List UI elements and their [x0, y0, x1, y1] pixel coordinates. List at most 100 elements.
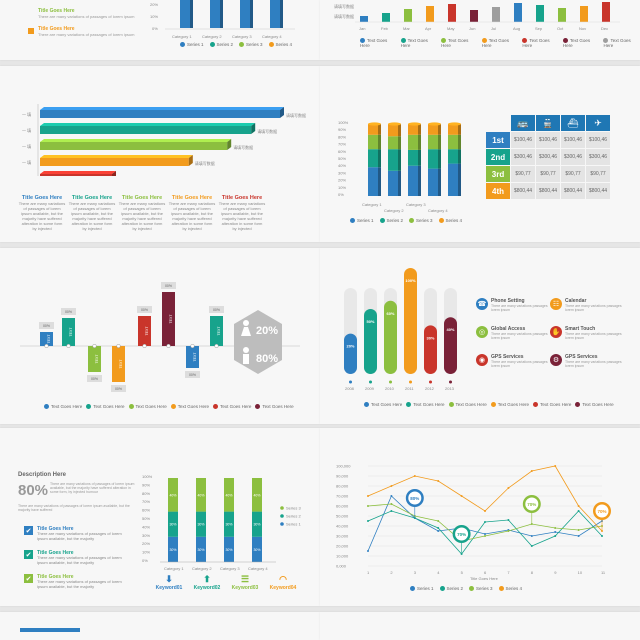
segment-label: 40%: [169, 493, 176, 497]
month-label: Sep: [535, 26, 543, 31]
data-point: [367, 505, 369, 507]
slide-bar-3d-top-left[interactable]: 20% 10% 0% Category 1 Category 2 Categor…: [0, 0, 320, 60]
keyword-label: Keyword04: [269, 585, 297, 591]
slide-timeline-badges[interactable]: TEXT 00% TEXT 00% TEXT 00% TEXT 00% TEXT 00% TEXT 0…: [0, 248, 320, 424]
stack-seg: [428, 124, 438, 135]
badge-bar: [88, 346, 101, 372]
value-label: 00%: [43, 324, 50, 328]
legend-dot: [280, 522, 284, 526]
table-cell: $90,77: [586, 166, 610, 182]
slide-rounded-bars-features[interactable]: 20% 2008 50% 2009 60% 2010 100% 2011 30% 2012 40% 2…: [320, 248, 640, 424]
month-bar: [470, 10, 478, 22]
category-label: Category 1: [172, 34, 192, 39]
month-bar: [558, 8, 566, 22]
slide-description-stacked[interactable]: Description Here 80% There are many vari…: [0, 428, 320, 606]
year-label: 2013: [445, 386, 455, 391]
feature-item: ◉ GPS Services There are many variations p…: [476, 354, 551, 368]
slide-line-chart-pins[interactable]: 100,000 90,000 80,000 70,000 60,000 50,000 40,…: [320, 428, 640, 606]
year-dot: [409, 380, 412, 384]
legend-item: Series 1: [180, 42, 204, 48]
text-block: Title Goes Here There are many variations…: [168, 195, 216, 231]
stack-seg: [368, 167, 378, 196]
data-point: [577, 535, 580, 537]
slide7-chart: 100% 90% 80% 70% 60% 50% 40% 30% 20% 10% 0% 30% 30%…: [142, 474, 301, 571]
stack-cap: [408, 122, 421, 126]
big-percentage: 80%: [18, 482, 49, 499]
legend-item: Text Goes Here: [170, 404, 209, 410]
timeline-node: [116, 343, 121, 349]
calendar-icon: ☷: [550, 298, 562, 310]
decorative-bar: [20, 628, 80, 632]
data-point: [554, 535, 557, 537]
stack-side: [378, 149, 381, 168]
feature-item: ☷ Calendar There are many variations passa…: [550, 298, 625, 312]
check-icon: ✔: [24, 574, 33, 583]
legend-item: Text Goes Here: [441, 38, 469, 49]
text-block: Title Goes Here There are many variations…: [218, 195, 266, 231]
stack-seg: [252, 478, 262, 512]
timeline-node: [142, 343, 147, 349]
slide-partial-bottom-left[interactable]: [0, 612, 320, 640]
ytick: 60,000: [336, 504, 349, 509]
ytick: 30%: [338, 170, 346, 175]
legend-item: Text Goes Here: [522, 38, 550, 49]
data-point: [554, 527, 557, 529]
stack-seg: [408, 134, 418, 150]
feature-desc: There are many variations passages lorem…: [565, 304, 622, 312]
stack-seg: [408, 149, 418, 166]
data-point: [437, 480, 440, 482]
text-block-by: by injected: [182, 226, 202, 231]
ytick: 40%: [338, 163, 346, 168]
xtick: 3: [414, 570, 417, 575]
data-point: [484, 535, 486, 537]
table-cell: $90,77: [561, 166, 585, 182]
stack-seg: [448, 163, 458, 196]
month-label: Jun: [469, 26, 475, 31]
year-dot: [389, 380, 392, 384]
badge-bar: [210, 316, 223, 346]
x-axis-title: Title Goes Here: [470, 576, 499, 581]
month-bar: [514, 3, 522, 22]
check-desc: There are many variations of passages of…: [37, 579, 122, 589]
segment-label: 30%: [253, 548, 260, 552]
bar-label: 请填写数据: [233, 144, 253, 150]
text-block-by: by injected: [132, 226, 152, 231]
ytick: 90%: [142, 482, 150, 487]
stack-side: [398, 136, 401, 150]
bar-label: 请填写数据: [257, 128, 277, 134]
data-point: [437, 520, 440, 522]
badge-bar: [162, 292, 175, 346]
keyword-label: Keyword01: [155, 585, 183, 591]
stack-side: [398, 149, 401, 171]
text-block-desc: There are many variations of passages of…: [68, 201, 116, 226]
bar-top: [40, 123, 256, 126]
legend-item: Series 2: [439, 586, 463, 592]
text-block-desc: There are many variations of passages of…: [168, 201, 216, 226]
data-point: [367, 520, 369, 522]
bar: [364, 309, 377, 374]
month-bar: [360, 16, 368, 22]
stack-seg: [368, 149, 378, 168]
legend-item: Text Goes Here: [562, 38, 591, 49]
year-label: 2010: [385, 386, 395, 391]
legend-item: Text Goes Here: [533, 402, 571, 408]
month-label: Mar: [403, 26, 411, 31]
table-row: 3rd $90,77 $90,77 $90,77 $90,77: [486, 166, 610, 182]
ytick: 50%: [142, 516, 150, 521]
bar-value: 40%: [446, 327, 454, 332]
segment-label: 30%: [169, 548, 176, 552]
stack-seg: [388, 136, 398, 150]
axis-label: 一 填: [22, 111, 31, 117]
month-bar: [580, 6, 588, 22]
year-label: 2008: [345, 386, 355, 391]
slide-monthly-bars[interactable]: 请填写数据 请填写数据 Jan Feb Mar Apr May Jun Jul Aug Sep O…: [320, 0, 640, 60]
table-cell: $100,46: [561, 132, 585, 148]
stack-cap: [388, 122, 401, 126]
slide-stacked-3d-with-table[interactable]: 100% 90% 80% 70% 60% 50% 40% 30% 20% 10% 0% Catego…: [320, 66, 640, 242]
slide-partial-bottom-right[interactable]: [320, 612, 640, 640]
pin-value: 80%: [410, 496, 419, 501]
month-bar: [448, 4, 456, 22]
stack-side: [418, 134, 421, 150]
stack-seg: [224, 511, 234, 537]
